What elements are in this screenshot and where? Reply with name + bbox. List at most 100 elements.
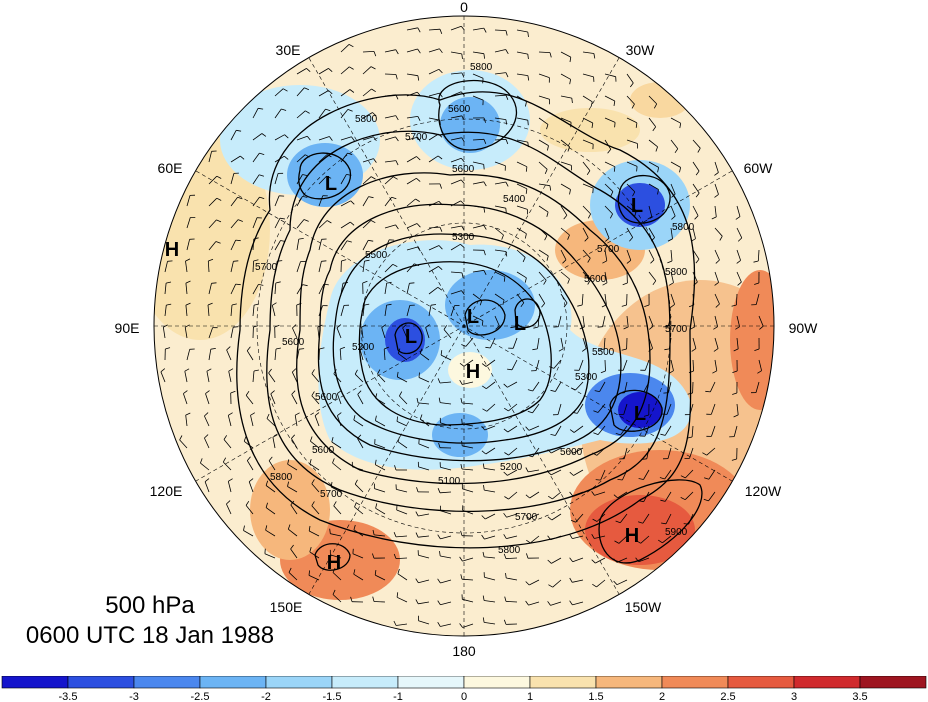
wind-barb-feather [549,366,555,369]
wind-barb-feather [697,147,701,153]
wind-barb-feather [481,320,484,326]
wind-barb-feather [270,390,275,395]
longitude-label: 0 [460,0,468,15]
wind-barb-shaft [484,576,496,581]
wind-barb-shaft [538,271,547,281]
wind-barb-shaft [552,491,562,500]
wind-barb-feather [569,79,571,85]
wind-barb-feather [527,120,529,126]
wind-barb-shaft [692,271,698,283]
wind-barb-shaft [573,425,584,433]
contour-label: 5700 [320,489,343,500]
wind-barb-shaft [505,601,518,603]
wind-barb-shaft [602,315,606,327]
wind-barb-shaft [506,577,518,581]
wind-barb-feather [346,240,352,243]
wind-barb-feather [690,238,696,242]
wind-barb-feather [614,540,620,544]
wind-barb-shaft [582,161,591,171]
wind-barb-shaft [399,395,408,405]
wind-barb-shaft [288,528,298,537]
contour-label: 5600 [312,445,335,456]
wind-barb-feather [527,389,533,392]
wind-barb-feather [393,532,397,538]
wind-barb-shaft [317,327,320,339]
wind-barb-shaft [551,557,562,564]
wind-barb-feather [437,578,441,584]
wind-barb-shaft [252,217,258,229]
wind-barb-feather [377,369,381,375]
wind-barb-feather [386,303,392,306]
wind-barb-shaft [600,469,606,481]
wind-barb-feather [395,94,399,100]
wind-barb-shaft [485,447,496,455]
wind-barb-feather [440,350,443,356]
colorbar-box [67,676,135,689]
wind-barb-feather [246,346,251,351]
wind-barb-shaft [318,154,328,163]
wind-barb-feather [342,282,349,284]
wind-barb-feather [569,534,573,539]
wind-barb-feather [308,525,311,532]
wind-barb-feather [505,49,509,55]
wind-barb-feather [396,371,399,377]
wind-barb-feather [655,146,658,152]
wind-barb-shaft [604,95,615,102]
wind-barb-feather [437,488,441,493]
wind-barb-shaft [330,533,342,537]
colorbar-box [265,676,333,689]
wind-barb-shaft [582,315,585,327]
wind-barb-feather [667,260,673,264]
wind-barb-shaft [667,447,672,459]
wind-barb-feather [533,326,539,329]
low-pressure-label: L [405,326,417,348]
wind-barb-shaft [353,529,364,537]
wind-barb-feather [660,433,666,436]
wind-barb-feather [694,215,699,220]
wind-barb-shaft [508,403,518,412]
wind-barb-feather [546,124,549,130]
wind-barb-feather [417,136,421,142]
wind-barb-feather [415,578,419,584]
wind-barb-shaft [582,73,594,78]
wind-barb-feather [641,458,647,460]
wind-barb-shaft [450,91,462,97]
wind-barb-shaft [484,468,496,471]
wind-barb-shaft [604,205,613,215]
wind-barb-shaft [494,293,505,301]
wind-barb-shaft [668,381,672,393]
title-pressure-level: 500 hPa [105,592,195,619]
wind-barb-shaft [622,359,628,371]
wind-barb-shaft [419,353,430,361]
wind-barb-feather [525,467,529,473]
wind-barb-shaft [274,348,277,361]
wind-barb-feather [505,208,507,214]
wind-barb-shaft [160,371,166,383]
wind-barb-feather [393,620,397,626]
wind-barb-feather [183,390,188,394]
wind-barb-shaft [340,221,351,229]
wind-barb-shaft [538,161,548,170]
wind-barb-feather [731,458,737,461]
wind-barb-shaft [538,293,546,304]
wind-barb-feather [210,348,216,350]
wind-barb-feather [597,326,603,328]
wind-barb-shaft [648,315,654,327]
wind-barb-shaft [507,425,518,433]
wind-barb-shaft [560,337,564,349]
wind-barb-shaft [332,572,342,581]
wind-barb-feather [354,369,358,375]
contour-label: 5300 [452,232,475,243]
wind-barb-shaft [648,271,657,281]
wind-barb-feather [341,259,347,262]
wind-barb-feather [321,260,327,262]
wind-barb-feather [520,302,525,308]
wind-barb-feather [667,238,673,242]
wind-barb-feather [288,567,292,573]
wind-barb-feather [314,412,320,417]
wind-barb-feather [397,348,401,354]
wind-barb-shaft [643,491,650,502]
contour-label: 5500 [592,347,615,358]
wind-barb-shaft [428,155,439,163]
wind-barb-shaft [618,535,628,544]
